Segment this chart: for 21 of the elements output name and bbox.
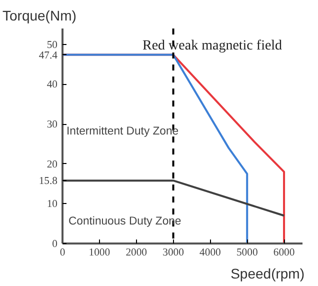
x-tick-label: 5000 [236,248,258,258]
y-tick-label: 20 [46,159,58,170]
annotation: Intermittent Duty Zone [66,126,179,138]
x-tick-label: 1000 [88,248,110,258]
y-axis-title: Torque(Nm) [2,8,76,24]
y-tick-label: 15.8 [38,176,58,188]
annotation: Continuous Duty Zone [68,216,182,228]
x-tick-label: 3000 [162,248,184,258]
y-tick-label: 47.4 [38,50,58,62]
x-tick-label: 4000 [200,248,221,258]
x-tick-label: 6000 [273,248,295,258]
y-tick-label: 0 [52,239,58,250]
y-tick-label: 50 [46,40,58,51]
annotation: Red weak magnetic field [142,38,282,54]
y-tick-label: 30 [46,120,58,131]
x-tick-label: 2000 [126,248,147,258]
y-tick-label: 10 [46,199,58,210]
line-series [62,54,248,244]
x-axis-title: Speed(rpm) [230,266,305,282]
y-tick-label: 40 [46,80,58,91]
x-tick-label: 0 [60,248,66,258]
